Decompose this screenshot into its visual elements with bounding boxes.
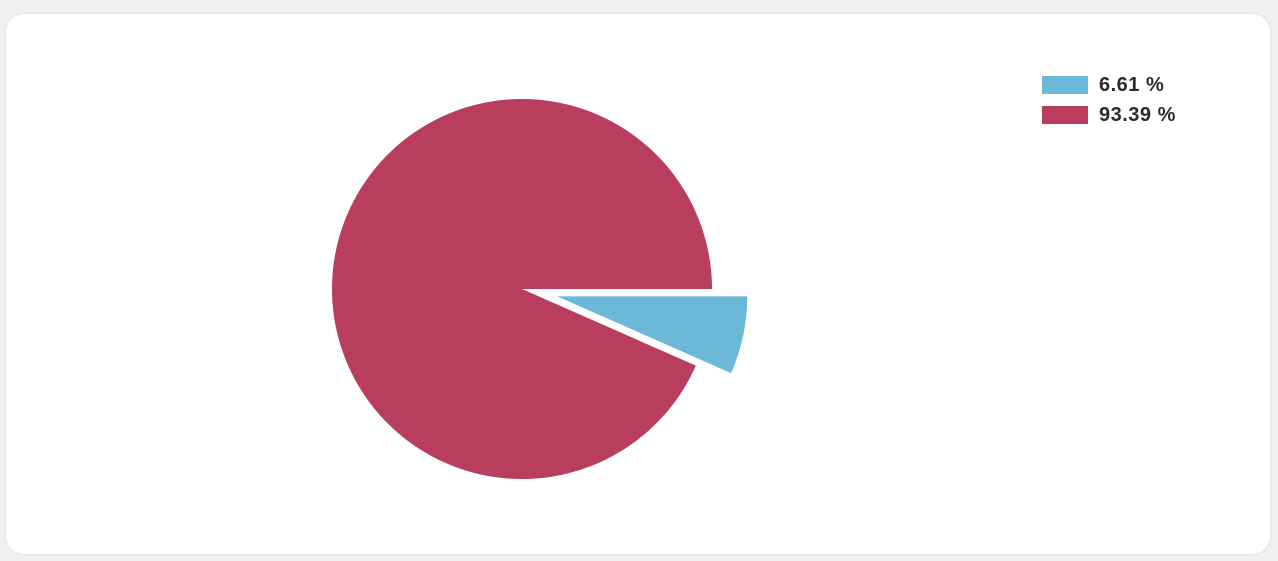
legend-label-0: 6.61 % <box>1099 73 1165 96</box>
pie-slice-1 <box>332 99 712 480</box>
legend-swatch-1 <box>1042 106 1088 124</box>
legend-label-1: 93.39 % <box>1099 103 1176 126</box>
legend-item-0: 6.61 % <box>1042 72 1176 98</box>
chart-legend: 6.61 % 93.39 % <box>1042 72 1176 132</box>
pie-slice-0 <box>557 296 748 374</box>
legend-item-1: 93.39 % <box>1042 102 1176 128</box>
legend-swatch-0 <box>1042 76 1088 94</box>
